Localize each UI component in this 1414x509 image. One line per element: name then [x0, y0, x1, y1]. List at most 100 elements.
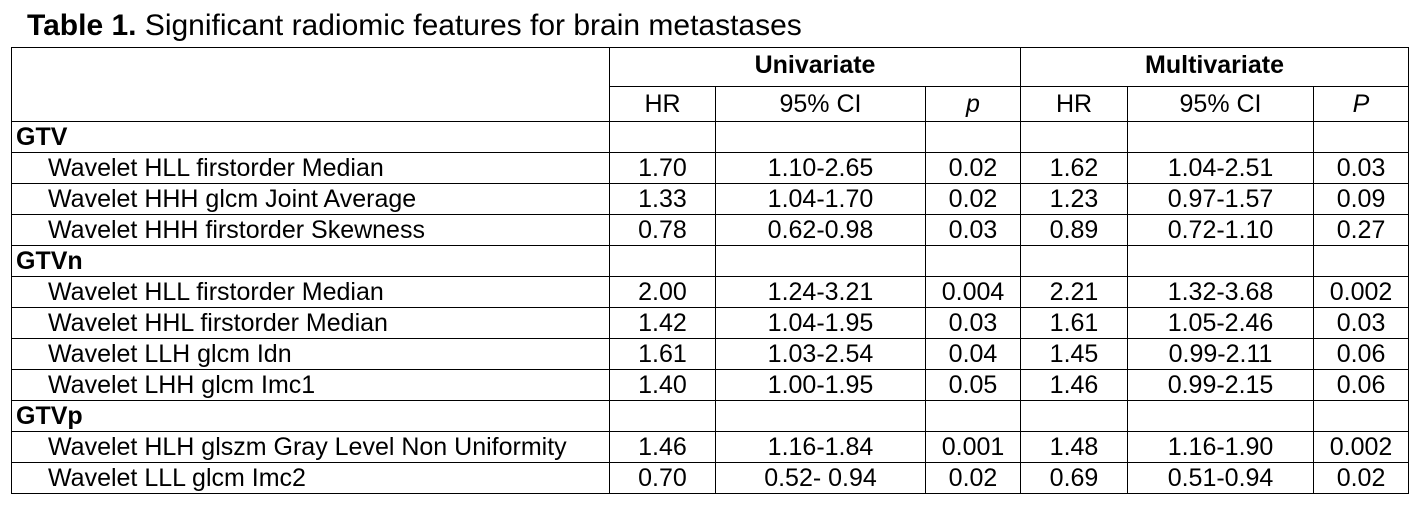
multi-p-cell: 0.002: [1313, 431, 1410, 463]
table-row: Wavelet HHL firstorder Median 1.42 1.04-1.…: [11, 307, 1410, 339]
header-col-ci: 95% CI: [1127, 86, 1315, 122]
feature-name: Wavelet HHH firstorder Skewness: [11, 214, 610, 246]
empty-cell: [1313, 400, 1410, 432]
feature-name: Wavelet LLL glcm Imc2: [11, 462, 610, 494]
uni-p-cell: 0.02: [924, 152, 1022, 184]
table-row: Wavelet HHH firstorder Skewness 0.78 0.62-…: [11, 214, 1410, 246]
multi-ci-cell: 0.97-1.57: [1127, 183, 1315, 215]
feature-name: Wavelet HLH glszm Gray Level Non Uniform…: [11, 431, 610, 463]
group-label: GTV: [11, 121, 610, 153]
uni-ci-cell: 1.04-1.70: [715, 183, 926, 215]
uni-hr-cell: 2.00: [609, 276, 716, 308]
empty-cell: [1020, 121, 1129, 153]
multi-ci-cell: 0.72-1.10: [1127, 214, 1315, 246]
multi-hr-cell: 0.89: [1020, 214, 1129, 246]
multi-p-cell: 0.03: [1313, 152, 1410, 184]
empty-cell: [924, 245, 1022, 277]
multi-hr-cell: 2.21: [1020, 276, 1129, 308]
header-col-hr: HR: [1020, 86, 1129, 122]
header-col-ci: 95% CI: [715, 86, 926, 122]
uni-hr-cell: 1.40: [609, 369, 716, 401]
group-row: GTVn: [11, 245, 1410, 277]
multi-hr-cell: 1.23: [1020, 183, 1129, 215]
table-row: Wavelet HLL firstorder Median 2.00 1.24-3.…: [11, 276, 1410, 308]
empty-cell: [609, 121, 716, 153]
multi-hr-cell: 1.62: [1020, 152, 1129, 184]
feature-name: Wavelet LLH glcm Idn: [11, 338, 610, 370]
multi-hr-cell: 1.61: [1020, 307, 1129, 339]
table-body: GTV Wavelet HLL firstorder Median 1.70 1.10…: [11, 121, 1410, 494]
group-label: GTVp: [11, 400, 610, 432]
header-multivariate: Multivariate: [1020, 47, 1410, 87]
uni-hr-cell: 1.42: [609, 307, 716, 339]
table-row: Wavelet HHH glcm Joint Average 1.33 1.04-1…: [11, 183, 1410, 215]
results-table: Univariate Multivariate HR 95% CI p HR 9…: [11, 47, 1410, 494]
empty-cell: [1313, 121, 1410, 153]
empty-cell: [1127, 400, 1315, 432]
header-col-p: P: [1313, 86, 1410, 122]
uni-p-cell: 0.001: [924, 431, 1022, 463]
multi-ci-cell: 1.04-2.51: [1127, 152, 1315, 184]
uni-ci-cell: 1.04-1.95: [715, 307, 926, 339]
empty-cell: [924, 121, 1022, 153]
uni-ci-cell: 1.00-1.95: [715, 369, 926, 401]
group-row: GTVp: [11, 400, 1410, 432]
empty-cell: [924, 400, 1022, 432]
feature-name: Wavelet LHH glcm Imc1: [11, 369, 610, 401]
group-row: GTV: [11, 121, 1410, 153]
multi-hr-cell: 1.46: [1020, 369, 1129, 401]
empty-cell: [1127, 245, 1315, 277]
multi-p-cell: 0.06: [1313, 369, 1410, 401]
header-row-groups: Univariate Multivariate: [11, 47, 1410, 122]
feature-name: Wavelet HLL firstorder Median: [11, 152, 610, 184]
uni-p-cell: 0.02: [924, 183, 1022, 215]
uni-p-cell: 0.03: [924, 214, 1022, 246]
table-row: Wavelet LLL glcm Imc2 0.70 0.52- 0.94 0.02 0…: [11, 462, 1410, 494]
empty-cell: [715, 400, 926, 432]
uni-p-cell: 0.04: [924, 338, 1022, 370]
uni-p-cell: 0.02: [924, 462, 1022, 494]
uni-hr-cell: 1.33: [609, 183, 716, 215]
uni-ci-cell: 0.62-0.98: [715, 214, 926, 246]
header-col-p: p: [924, 86, 1022, 122]
uni-ci-cell: 0.52- 0.94: [715, 462, 926, 494]
uni-ci-cell: 1.24-3.21: [715, 276, 926, 308]
empty-cell: [1127, 121, 1315, 153]
table-header: Univariate Multivariate HR 95% CI p HR 9…: [11, 47, 1410, 122]
multi-p-cell: 0.06: [1313, 338, 1410, 370]
multi-hr-cell: 1.45: [1020, 338, 1129, 370]
empty-cell: [1020, 245, 1129, 277]
feature-name: Wavelet HLL firstorder Median: [11, 276, 610, 308]
uni-p-cell: 0.004: [924, 276, 1022, 308]
multi-p-cell: 0.09: [1313, 183, 1410, 215]
multi-p-cell: 0.27: [1313, 214, 1410, 246]
uni-p-cell: 0.03: [924, 307, 1022, 339]
header-univariate: Univariate: [608, 47, 1022, 87]
multi-p-cell: 0.002: [1313, 276, 1410, 308]
table-row: Wavelet LLH glcm Idn 1.61 1.03-2.54 0.04 1.4…: [11, 338, 1410, 370]
feature-name: Wavelet HHL firstorder Median: [11, 307, 610, 339]
multi-ci-cell: 0.51-0.94: [1127, 462, 1315, 494]
uni-hr-cell: 1.70: [609, 152, 716, 184]
empty-cell: [715, 245, 926, 277]
uni-ci-cell: 1.16-1.84: [715, 431, 926, 463]
table-caption-label: Table 1.: [27, 9, 137, 42]
empty-cell: [609, 245, 716, 277]
table-row: Wavelet LHH glcm Imc1 1.40 1.00-1.95 0.05 1.…: [11, 369, 1410, 401]
empty-cell: [1020, 400, 1129, 432]
uni-p-cell: 0.05: [924, 369, 1022, 401]
empty-cell: [1313, 245, 1410, 277]
header-row-columns: HR 95% CI p HR 95% CI P: [12, 86, 1410, 122]
empty-cell: [715, 121, 926, 153]
header-blank-cell: [11, 47, 610, 122]
header-col-hr: HR: [609, 86, 716, 122]
multi-ci-cell: 1.16-1.90: [1127, 431, 1315, 463]
uni-ci-cell: 1.10-2.65: [715, 152, 926, 184]
feature-name: Wavelet HHH glcm Joint Average: [11, 183, 610, 215]
table-row: Wavelet HLL firstorder Median 1.70 1.10-2.…: [11, 152, 1410, 184]
uni-ci-cell: 1.03-2.54: [715, 338, 926, 370]
table-row: Wavelet HLH glszm Gray Level Non Uniform…: [11, 431, 1410, 463]
table-caption-text: Significant radiomic features for brain …: [136, 9, 802, 42]
multi-p-cell: 0.02: [1313, 462, 1410, 494]
multi-ci-cell: 1.05-2.46: [1127, 307, 1315, 339]
